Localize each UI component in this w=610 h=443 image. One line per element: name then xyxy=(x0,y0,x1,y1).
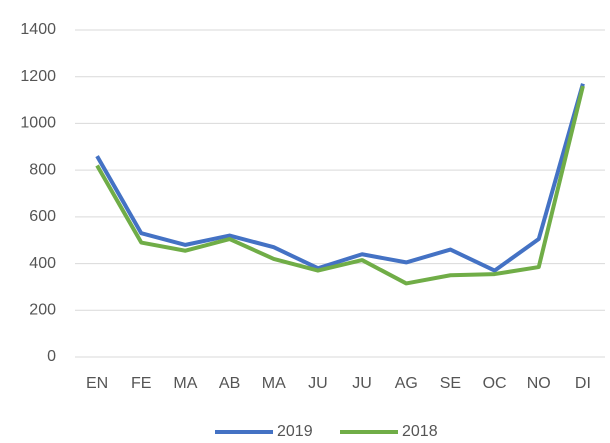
y-tick-label: 200 xyxy=(29,302,56,319)
x-tick-label: FE xyxy=(131,375,151,392)
y-tick-label: 0 xyxy=(47,348,56,365)
x-tick-label: OC xyxy=(483,375,507,392)
x-tick-label: SE xyxy=(440,375,461,392)
y-tick-label: 1000 xyxy=(20,115,56,132)
x-tick-label: MA xyxy=(262,375,286,392)
legend-label: 2018 xyxy=(402,423,438,440)
legend-label: 2019 xyxy=(277,423,313,440)
line-series xyxy=(95,85,585,286)
y-tick-label: 1200 xyxy=(20,68,56,85)
x-tick-label: DI xyxy=(575,375,591,392)
x-tick-label: AB xyxy=(219,375,240,392)
x-tick-label: EN xyxy=(86,375,108,392)
x-tick-label: JU xyxy=(352,375,372,392)
y-tick-label: 1400 xyxy=(20,21,56,38)
line-series xyxy=(95,83,585,273)
y-tick-label: 600 xyxy=(29,208,56,225)
x-tick-label: MA xyxy=(173,375,197,392)
x-tick-label: AG xyxy=(395,375,418,392)
y-tick-label: 400 xyxy=(29,255,56,272)
x-tick-label: JU xyxy=(308,375,328,392)
x-tick-label: NO xyxy=(527,375,551,392)
y-tick-label: 800 xyxy=(29,161,56,178)
